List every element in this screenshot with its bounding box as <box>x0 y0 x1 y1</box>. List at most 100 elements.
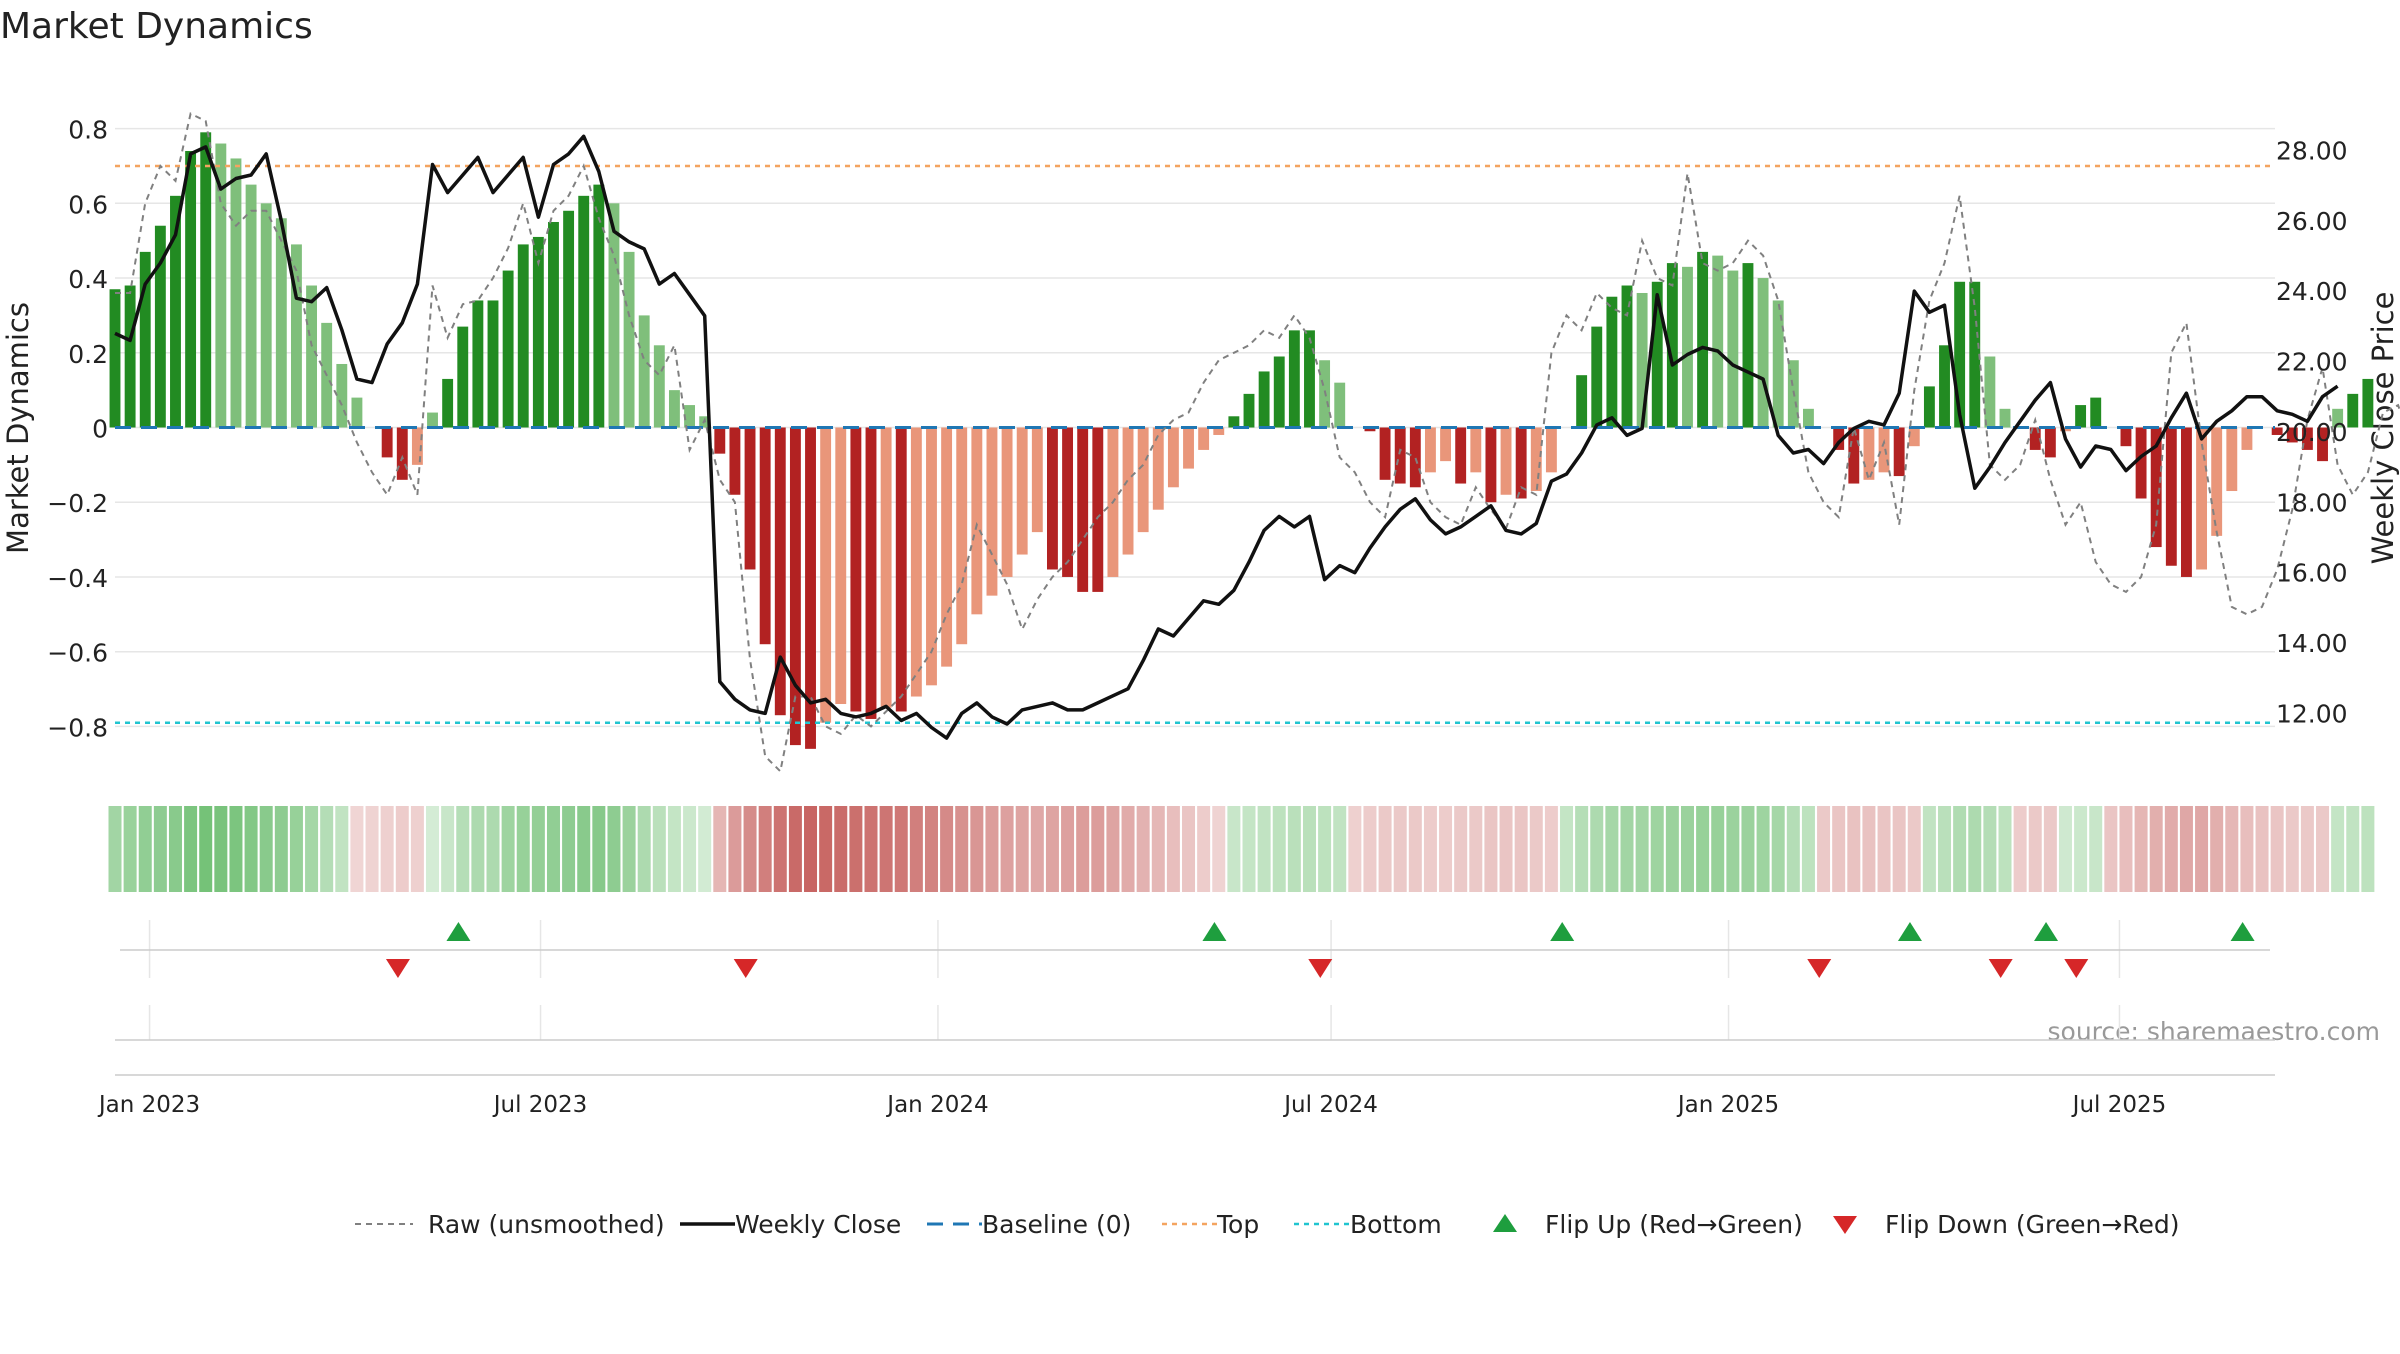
bar <box>608 203 620 428</box>
bar <box>1046 427 1058 570</box>
heat-cell <box>1287 806 1301 892</box>
bar <box>805 427 816 749</box>
heat-cell <box>1136 806 1150 892</box>
bar <box>835 427 847 705</box>
bar <box>578 195 590 428</box>
heat-cell <box>1620 806 1634 892</box>
heat-cell <box>2346 806 2360 892</box>
heat-cell <box>1922 806 1936 892</box>
x-tick-label: Jan 2025 <box>1676 1092 1779 1118</box>
heat-cell <box>652 806 666 892</box>
bar <box>880 427 892 708</box>
heat-cell <box>2013 806 2027 892</box>
bar <box>2060 427 2071 432</box>
heat-cell <box>289 806 303 892</box>
bar <box>759 427 771 645</box>
heat-cell <box>849 806 863 892</box>
heat-cell <box>773 806 787 892</box>
heat-cell <box>2361 806 2375 892</box>
bar <box>2029 427 2041 450</box>
y-tick-label: 0.8 <box>68 116 108 145</box>
bar <box>170 195 181 428</box>
bar <box>729 427 741 495</box>
bar <box>1334 382 1346 428</box>
bar <box>442 378 454 428</box>
x-tick-label: Jan 2023 <box>97 1092 200 1118</box>
heat-cell <box>486 806 500 892</box>
heat-cell <box>924 806 938 892</box>
flip-up-marker <box>1202 922 1227 941</box>
heat-cell <box>1423 806 1437 892</box>
heat-cell <box>2240 806 2254 892</box>
bar <box>1939 345 1950 428</box>
flip-down-marker <box>1807 959 1832 978</box>
bar <box>1364 427 1376 432</box>
heat-cell <box>1484 806 1498 892</box>
bar <box>1999 408 2011 428</box>
heat-cell <box>2270 806 2284 892</box>
bar <box>1122 427 1134 555</box>
bar <box>1500 427 1512 495</box>
heat-cell <box>1877 806 1891 892</box>
bar <box>1077 427 1089 592</box>
heat-cell <box>1529 806 1543 892</box>
flip-markers <box>385 922 2255 978</box>
y-tick-label: 0 <box>92 415 108 444</box>
y2-tick-label: 24.00 <box>2276 277 2348 306</box>
heat-cell <box>1680 806 1694 892</box>
bars <box>109 132 2374 749</box>
heat-cell <box>1408 806 1422 892</box>
bar <box>1545 427 1557 473</box>
bar <box>1515 427 1527 499</box>
heat-cell <box>1983 806 1997 892</box>
bar <box>1636 292 1648 428</box>
source-text: source: sharemaestro.com <box>2048 1017 2381 1046</box>
heat-cell <box>1045 806 1059 892</box>
heat-cell <box>380 806 394 892</box>
bar <box>2180 427 2192 577</box>
flip-up-marker <box>1550 922 1575 941</box>
legend-label: Weekly Close <box>735 1210 901 1239</box>
bar <box>971 427 983 615</box>
bar <box>1848 427 1860 484</box>
heat-cell <box>516 806 530 892</box>
legend: Raw (unsmoothed) Weekly Close Baseline (0)… <box>355 1210 2180 1239</box>
bar <box>1409 427 1421 488</box>
bar <box>1621 285 1633 428</box>
heat-cell <box>1212 806 1226 892</box>
bar <box>1016 427 1028 555</box>
heat-cell <box>410 806 424 892</box>
bar <box>230 158 242 428</box>
heat-cell <box>1030 806 1044 892</box>
bar <box>1651 281 1663 428</box>
bar <box>1137 427 1149 533</box>
grid <box>115 127 2275 1040</box>
heat-cell <box>864 806 878 892</box>
flip-up-marker <box>2230 922 2255 941</box>
bar <box>1878 427 1890 473</box>
heat-cell <box>2149 806 2163 892</box>
heat-cell <box>1907 806 1921 892</box>
bar <box>1304 330 1315 428</box>
bar <box>1697 251 1709 428</box>
heat-cell <box>909 806 923 892</box>
heat-cell <box>1257 806 1271 892</box>
heat-cell <box>320 806 334 892</box>
heat-cell <box>1726 806 1740 892</box>
bar <box>2301 427 2313 450</box>
bar <box>1213 427 1225 435</box>
heat-cell <box>2074 806 2088 892</box>
heat-cell <box>1378 806 1392 892</box>
bar <box>926 427 937 686</box>
heat-cell <box>1091 806 1105 892</box>
heat-cell <box>365 806 379 892</box>
heat-cell <box>1741 806 1755 892</box>
bar <box>563 210 575 428</box>
bar <box>1183 427 1194 469</box>
y2-tick-label: 28.00 <box>2276 136 2348 165</box>
y-tick-label: −0.2 <box>47 489 108 518</box>
heat-cell <box>1197 806 1211 892</box>
heat-cell <box>1635 806 1649 892</box>
bar <box>1152 427 1164 510</box>
flip-up-marker <box>2034 922 2059 941</box>
